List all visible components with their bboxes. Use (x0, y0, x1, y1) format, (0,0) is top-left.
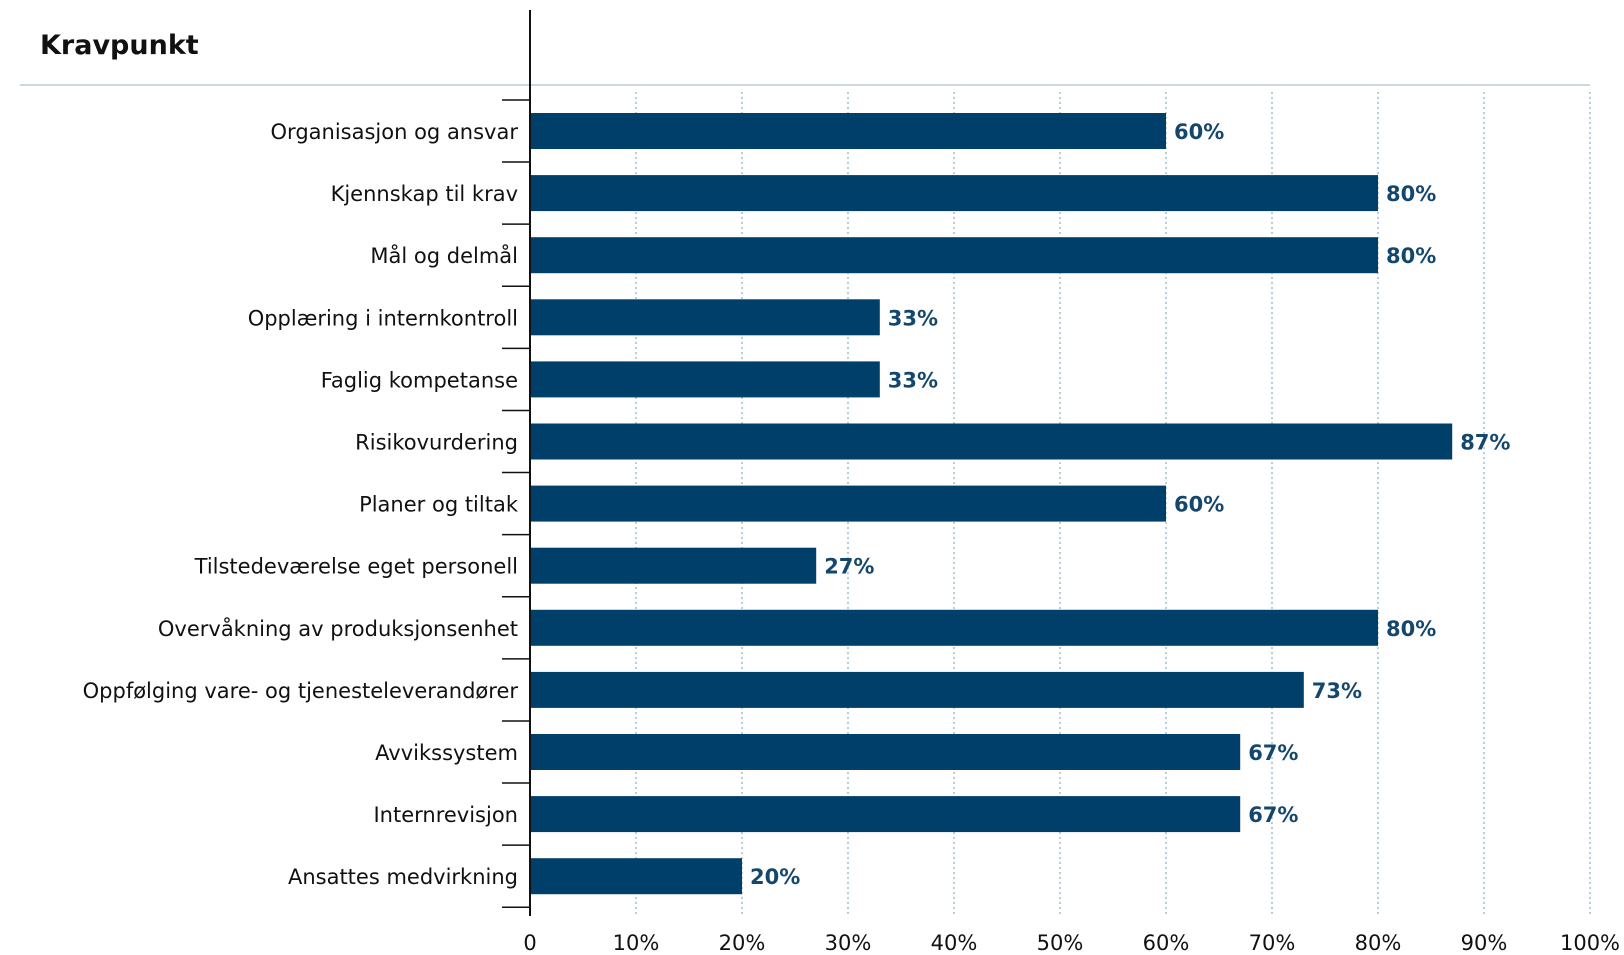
category-label: Ansattes medvirkning (288, 865, 518, 889)
bar (530, 237, 1378, 274)
value-label: 87% (1460, 431, 1510, 455)
bar (530, 423, 1453, 460)
x-tick-label: 70% (1249, 931, 1296, 955)
x-tick-label: 90% (1461, 931, 1508, 955)
header-title: Kravpunkt (40, 30, 199, 61)
category-label: Organisasjon og ansvar (271, 120, 519, 144)
category-labels: Organisasjon og ansvar Kjennskap til krav… (83, 120, 519, 889)
value-label: 27% (824, 555, 874, 579)
category-label: Planer og tiltak (359, 493, 519, 517)
bar (530, 734, 1241, 770)
y-axis-ticks (502, 99, 530, 908)
value-label: 20% (750, 865, 800, 889)
x-tick-label: 50% (1037, 931, 1084, 955)
bar (530, 796, 1241, 833)
value-label: 67% (1248, 803, 1298, 827)
category-label: Tilstedeværelse eget personell (194, 555, 518, 579)
x-tick-labels: 0 10% 20% 30% 40% 50% 60% 70% 80% 90% 100% (523, 931, 1620, 955)
x-tick-label: 20% (719, 931, 766, 955)
value-label: 80% (1386, 182, 1436, 206)
value-label: 80% (1386, 617, 1436, 641)
category-label: Kjennskap til krav (331, 182, 518, 206)
value-labels: 60% 80% 80% 33% 33% 87% 60% 27% 80% 73% 67% 67% 20% (750, 120, 1510, 889)
x-tick-label: 0 (523, 931, 536, 955)
value-label: 60% (1174, 120, 1224, 144)
bar (530, 175, 1378, 212)
value-label: 60% (1174, 493, 1224, 517)
value-label: 80% (1386, 244, 1436, 268)
bar (530, 858, 742, 895)
bar (530, 671, 1304, 708)
bar (530, 485, 1166, 522)
category-label: Avvikssystem (375, 741, 518, 765)
value-label: 33% (888, 368, 938, 392)
x-tick-label: 30% (825, 931, 872, 955)
x-tick-label: 60% (1143, 931, 1190, 955)
value-label: 33% (888, 306, 938, 330)
bar (530, 299, 880, 336)
category-label: Oppfølging vare- og tjenesteleverandører (83, 679, 519, 703)
value-label: 73% (1312, 679, 1362, 703)
x-tick-label: 100% (1560, 931, 1620, 955)
bar (530, 113, 1166, 149)
value-label: 67% (1248, 741, 1298, 765)
bars (530, 113, 1453, 895)
category-label: Faglig kompetanse (321, 368, 518, 392)
category-label: Risikovurdering (355, 431, 518, 455)
category-label: Overvåkning av produksjonsenhet (158, 616, 518, 641)
category-label: Opplæring i internkontroll (248, 306, 518, 330)
category-label: Mål og delmål (370, 243, 518, 268)
x-tick-label: 40% (931, 931, 978, 955)
category-label: Internrevisjon (373, 803, 518, 827)
bar (530, 547, 817, 584)
bar (530, 361, 880, 398)
x-tick-label: 10% (613, 931, 660, 955)
bar (530, 609, 1378, 646)
x-tick-label: 80% (1355, 931, 1402, 955)
